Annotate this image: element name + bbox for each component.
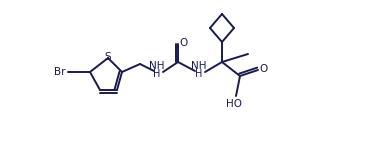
Text: O: O	[179, 38, 187, 48]
Text: H: H	[195, 69, 203, 79]
Text: S: S	[105, 52, 111, 62]
Text: NH: NH	[191, 61, 207, 71]
Text: O: O	[259, 64, 267, 74]
Text: HO: HO	[226, 99, 242, 109]
Text: Br: Br	[54, 67, 66, 77]
Text: H: H	[153, 69, 161, 79]
Text: NH: NH	[149, 61, 165, 71]
